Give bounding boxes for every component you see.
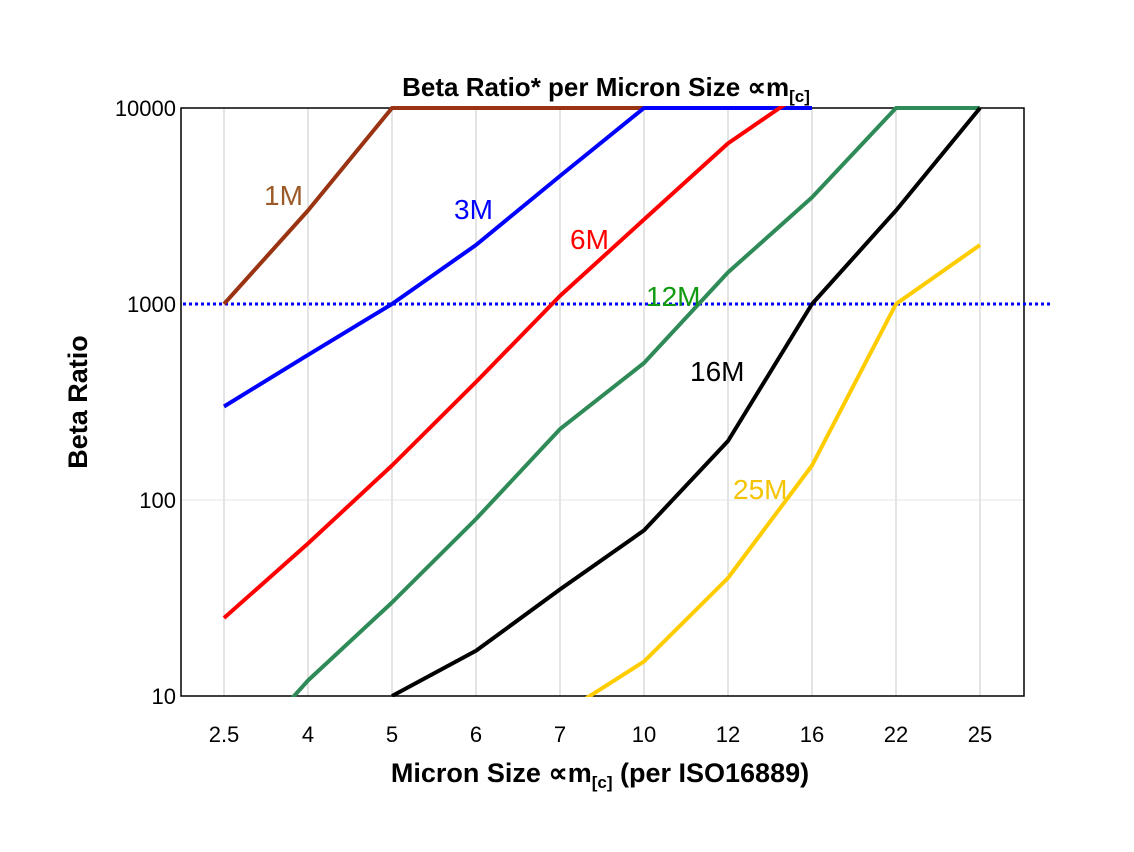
y-axis-title: Beta Ratio [63, 335, 93, 469]
x-tick-label: 2.5 [209, 722, 240, 747]
series-label-12M: 12M [646, 281, 700, 312]
series-line-16M [391, 106, 982, 697]
gridlines [181, 108, 1024, 696]
y-tick-label: 10 [152, 684, 176, 709]
x-tick-label: 7 [554, 722, 566, 747]
series-lines [222, 106, 982, 697]
y-tick-label: 1000 [127, 292, 176, 317]
y-tick-label: 10000 [115, 96, 176, 121]
series-labels: 1M 3M 6M 12M 16M 25M [264, 180, 787, 505]
series-line-25M [584, 243, 982, 697]
x-tick-label: 4 [302, 722, 314, 747]
series-label-16M: 16M [690, 356, 744, 387]
x-tick-label: 6 [470, 722, 482, 747]
series-label-25M: 25M [733, 474, 787, 505]
x-tick-label: 16 [800, 722, 824, 747]
plot-area-frame [180, 107, 1025, 697]
x-axis-title: Micron Size ∝m[c] (per ISO16889) [391, 758, 809, 792]
chart-title: Beta Ratio* per Micron Size ∝m[c] [402, 72, 810, 106]
series-label-1M: 1M [264, 180, 303, 211]
y-tick-labels: 10 100 1000 10000 [115, 96, 176, 709]
series-line-3M [222, 106, 812, 409]
series-label-3M: 3M [454, 194, 493, 225]
x-tick-label: 25 [968, 722, 992, 747]
series-line-12M [290, 106, 980, 697]
x-tick-label: 22 [884, 722, 908, 747]
series-line-1M [222, 106, 644, 306]
x-tick-label: 12 [716, 722, 740, 747]
series-line-6M [222, 106, 786, 620]
series-label-6M: 6M [570, 224, 609, 255]
x-tick-label: 10 [632, 722, 656, 747]
x-tick-label: 5 [386, 722, 398, 747]
y-tick-label: 100 [139, 488, 176, 513]
x-tick-labels: 2.5 4 5 6 7 10 12 16 22 25 [209, 722, 993, 747]
